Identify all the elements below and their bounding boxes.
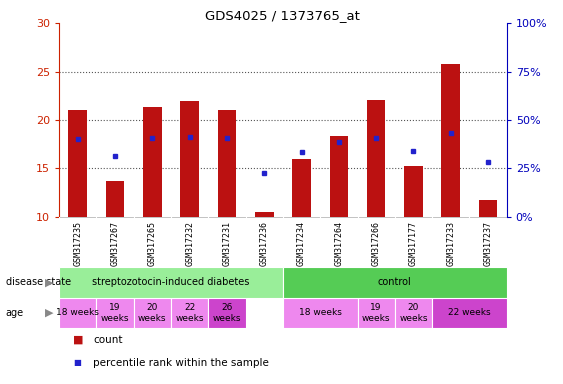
Text: 18 weeks: 18 weeks (56, 308, 99, 318)
Text: GSM317233: GSM317233 (446, 221, 455, 266)
Bar (59, 298, 96, 328)
Bar (96, 298, 133, 328)
Text: control: control (378, 277, 412, 287)
Bar (208, 298, 245, 328)
Bar (441, 64, 460, 217)
Text: GSM317264: GSM317264 (334, 221, 343, 266)
Text: 20
weeks: 20 weeks (138, 303, 167, 323)
Bar (255, 212, 274, 217)
Text: age: age (6, 308, 24, 318)
Text: GSM317235: GSM317235 (73, 221, 82, 266)
Bar (358, 298, 395, 328)
Text: ▶: ▶ (45, 308, 53, 318)
Text: streptozotocin-induced diabetes: streptozotocin-induced diabetes (92, 277, 250, 287)
Text: 26
weeks: 26 weeks (213, 303, 241, 323)
Bar (180, 101, 199, 217)
Bar (479, 200, 497, 217)
Bar (292, 159, 311, 217)
Title: GDS4025 / 1373765_at: GDS4025 / 1373765_at (205, 9, 360, 22)
Text: GSM317231: GSM317231 (222, 221, 231, 266)
Bar (432, 298, 507, 328)
Text: 19
weeks: 19 weeks (101, 303, 129, 323)
Text: GSM317177: GSM317177 (409, 221, 418, 266)
Text: 18 weeks: 18 weeks (299, 308, 342, 318)
Bar (106, 181, 124, 217)
Bar (134, 298, 171, 328)
Text: 22 weeks: 22 weeks (448, 308, 491, 318)
Text: 20
weeks: 20 weeks (399, 303, 428, 323)
Text: GSM317234: GSM317234 (297, 221, 306, 266)
Bar (218, 110, 236, 217)
Text: GSM317266: GSM317266 (372, 221, 381, 266)
Bar (283, 267, 507, 298)
Text: GSM317237: GSM317237 (484, 221, 493, 266)
Text: GSM317232: GSM317232 (185, 221, 194, 266)
Text: GSM317265: GSM317265 (148, 221, 157, 266)
Bar (329, 136, 348, 217)
Text: disease state: disease state (6, 277, 71, 287)
Text: ▶: ▶ (45, 277, 53, 287)
Text: GSM317236: GSM317236 (260, 221, 269, 266)
Bar (283, 298, 358, 328)
Text: 22
weeks: 22 weeks (176, 303, 204, 323)
Bar (143, 108, 162, 217)
Text: percentile rank within the sample: percentile rank within the sample (93, 358, 269, 368)
Bar (367, 99, 386, 217)
Bar (171, 298, 208, 328)
Bar (59, 267, 283, 298)
Text: 19
weeks: 19 weeks (362, 303, 390, 323)
Bar (69, 110, 87, 217)
Bar (404, 166, 423, 217)
Text: count: count (93, 335, 122, 345)
Text: ■: ■ (73, 358, 81, 367)
Bar (395, 298, 432, 328)
Text: GSM317267: GSM317267 (110, 221, 119, 266)
Text: ■: ■ (73, 335, 84, 345)
